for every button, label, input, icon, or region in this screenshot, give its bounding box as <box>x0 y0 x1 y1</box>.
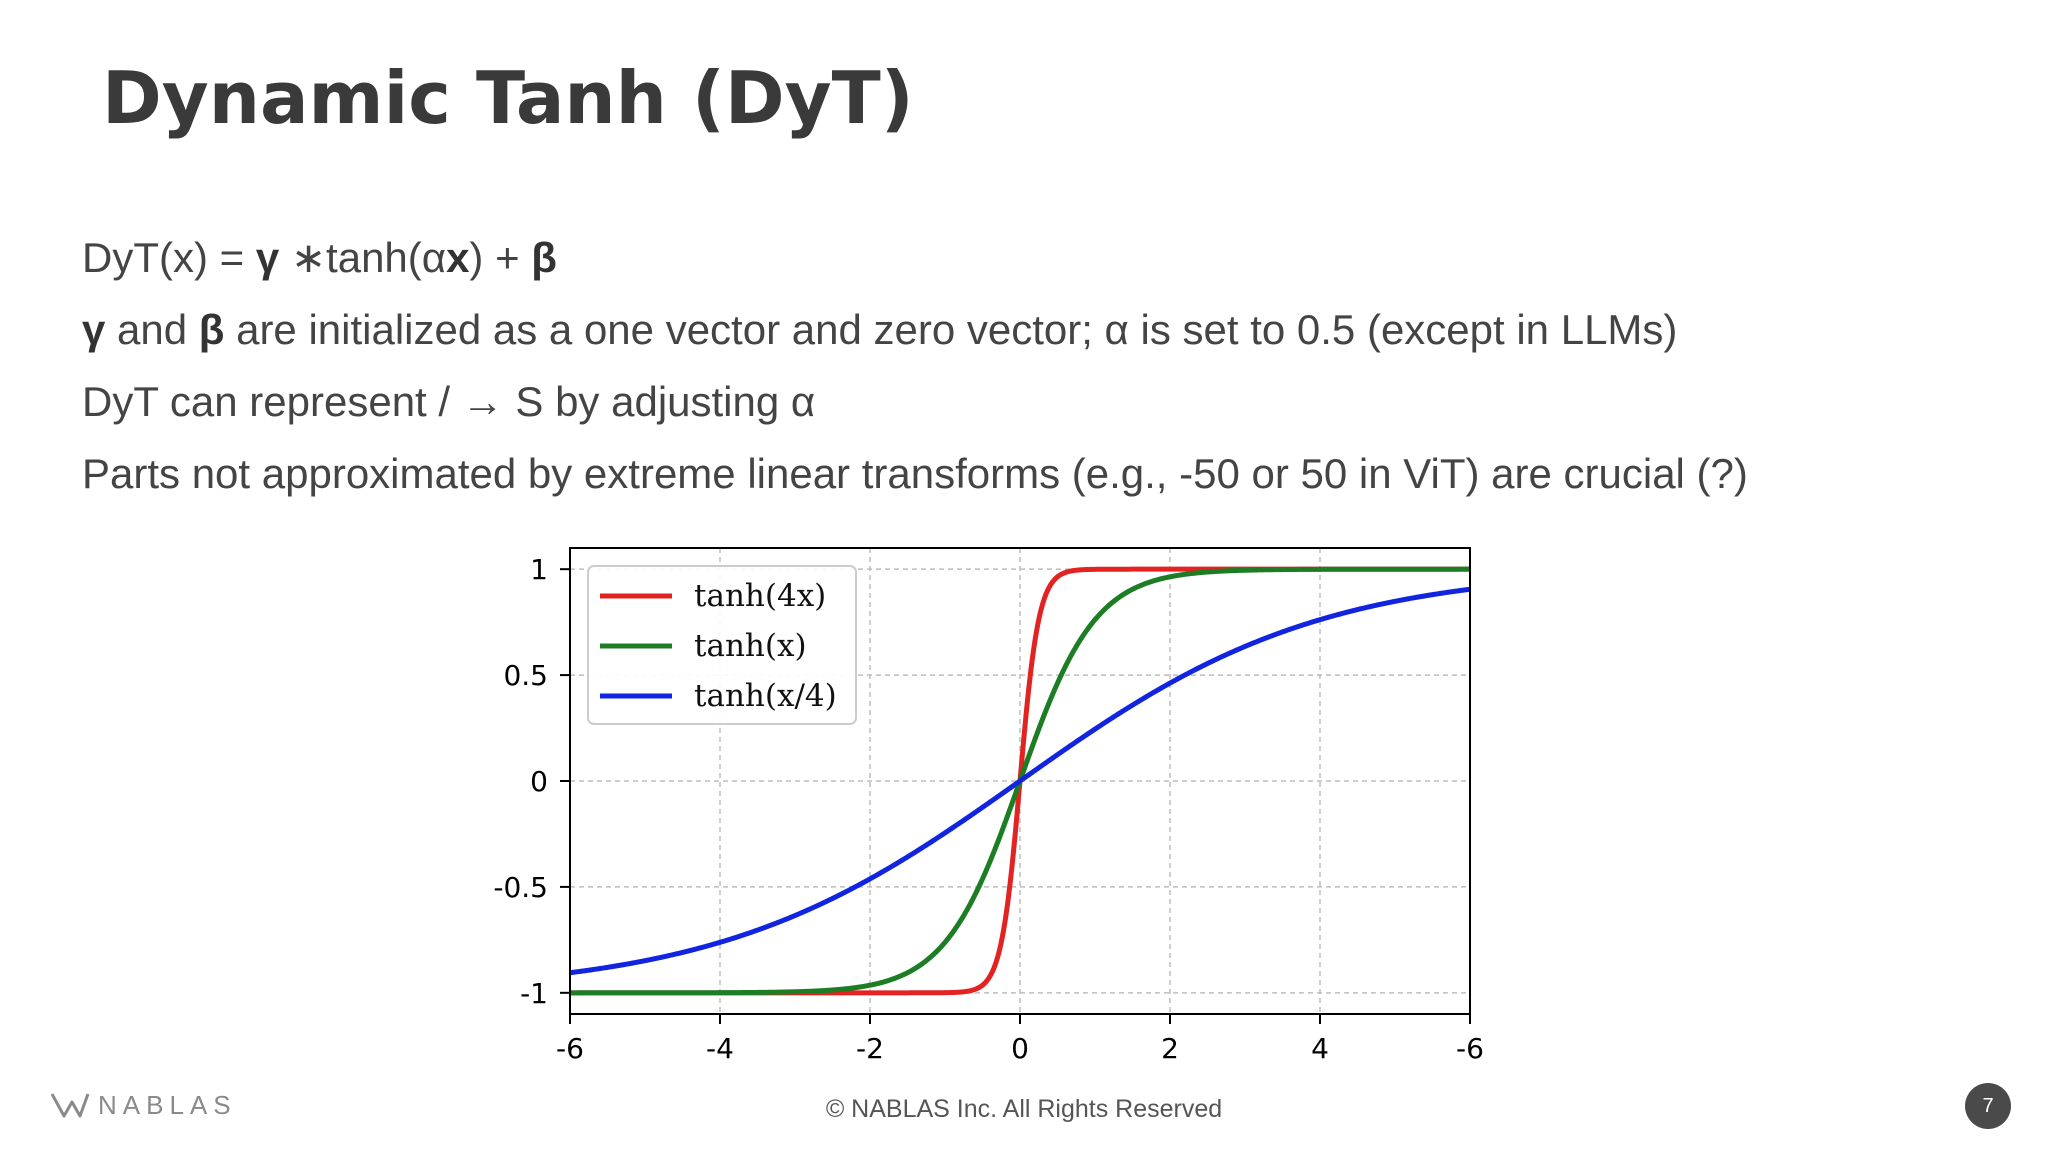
y-tick-label: 0 <box>530 765 548 798</box>
bullet-text-part: γ <box>255 234 280 281</box>
bullet-extreme-transforms: Parts not approximated by extreme linear… <box>82 438 1748 510</box>
slide-title: Dynamic Tanh (DyT) <box>102 56 914 140</box>
copyright-footer: © NABLAS Inc. All Rights Reserved <box>825 1095 1223 1123</box>
page-number: 7 <box>1965 1083 2011 1129</box>
legend-entry: tanh(x/4) <box>694 678 837 714</box>
series-lines <box>569 566 1471 996</box>
bullet-text-part: DyT(x) = <box>82 234 256 281</box>
x-tick-label: -2 <box>856 1032 884 1065</box>
x-tick-label: -6 <box>556 1032 584 1065</box>
bullet-list: DyT(x) = γ ∗tanh(αx) + β γ and β are ini… <box>82 222 1748 510</box>
x-tick-label: 2 <box>1161 1032 1179 1065</box>
bullet-text-part: β <box>531 234 557 281</box>
bullet-formula: DyT(x) = γ ∗tanh(αx) + β <box>82 222 1748 294</box>
tanh-chart: -6 -4 -2 0 2 4 -6 1 0.5 0 -0.5 -1 tanh(4x) tanh(x) ta… <box>460 530 1490 1085</box>
nablas-logo-icon <box>50 1093 90 1118</box>
bullet-text-part: γ <box>82 306 106 353</box>
y-tick-label: -0.5 <box>493 871 548 904</box>
y-tick-label: -1 <box>520 977 548 1010</box>
x-tick-label: 0 <box>1011 1032 1029 1065</box>
legend: tanh(4x) tanh(x) tanh(x/4) <box>587 565 857 725</box>
x-tick-label: -4 <box>706 1032 734 1065</box>
series-line-tanh-x-4- <box>569 586 1471 976</box>
brand-name: NABLAS <box>98 1089 237 1120</box>
legend-entry: tanh(x) <box>694 628 807 664</box>
bullet-text-part: ∗tanh(α <box>279 234 447 281</box>
bullet-text-part: ) + <box>469 234 532 281</box>
bullet-text-part: DyT can represent / → S by adjusting α <box>82 378 816 425</box>
axis-ticks: -6 -4 -2 0 2 4 -6 1 0.5 0 -0.5 -1 <box>493 553 1484 1065</box>
legend-entry: tanh(4x) <box>694 578 826 614</box>
x-tick-label: -6 <box>1456 1032 1484 1065</box>
bullet-text-part: and <box>105 306 199 353</box>
legend-box <box>587 565 857 725</box>
brand-logo: NABLAS <box>50 1088 237 1122</box>
bullet-text-part: are initialized as a one vector and zero… <box>224 306 1678 353</box>
bullet-text-part: x <box>446 234 470 281</box>
bullet-text-part: Parts not approximated by extreme linear… <box>82 450 1748 497</box>
y-tick-label: 1 <box>530 553 548 586</box>
tanh-chart-svg: -6 -4 -2 0 2 4 -610.50-0.5-1 tanh(4x)tanh(x)ta… <box>493 547 1484 1065</box>
x-tick-label: 4 <box>1311 1032 1329 1065</box>
bullet-initialization: γ and β are initialized as a one vector … <box>82 294 1748 366</box>
bullet-represent: DyT can represent / → S by adjusting α <box>82 366 1748 438</box>
bullet-text-part: β <box>198 306 225 353</box>
y-tick-label: 0.5 <box>503 659 548 692</box>
